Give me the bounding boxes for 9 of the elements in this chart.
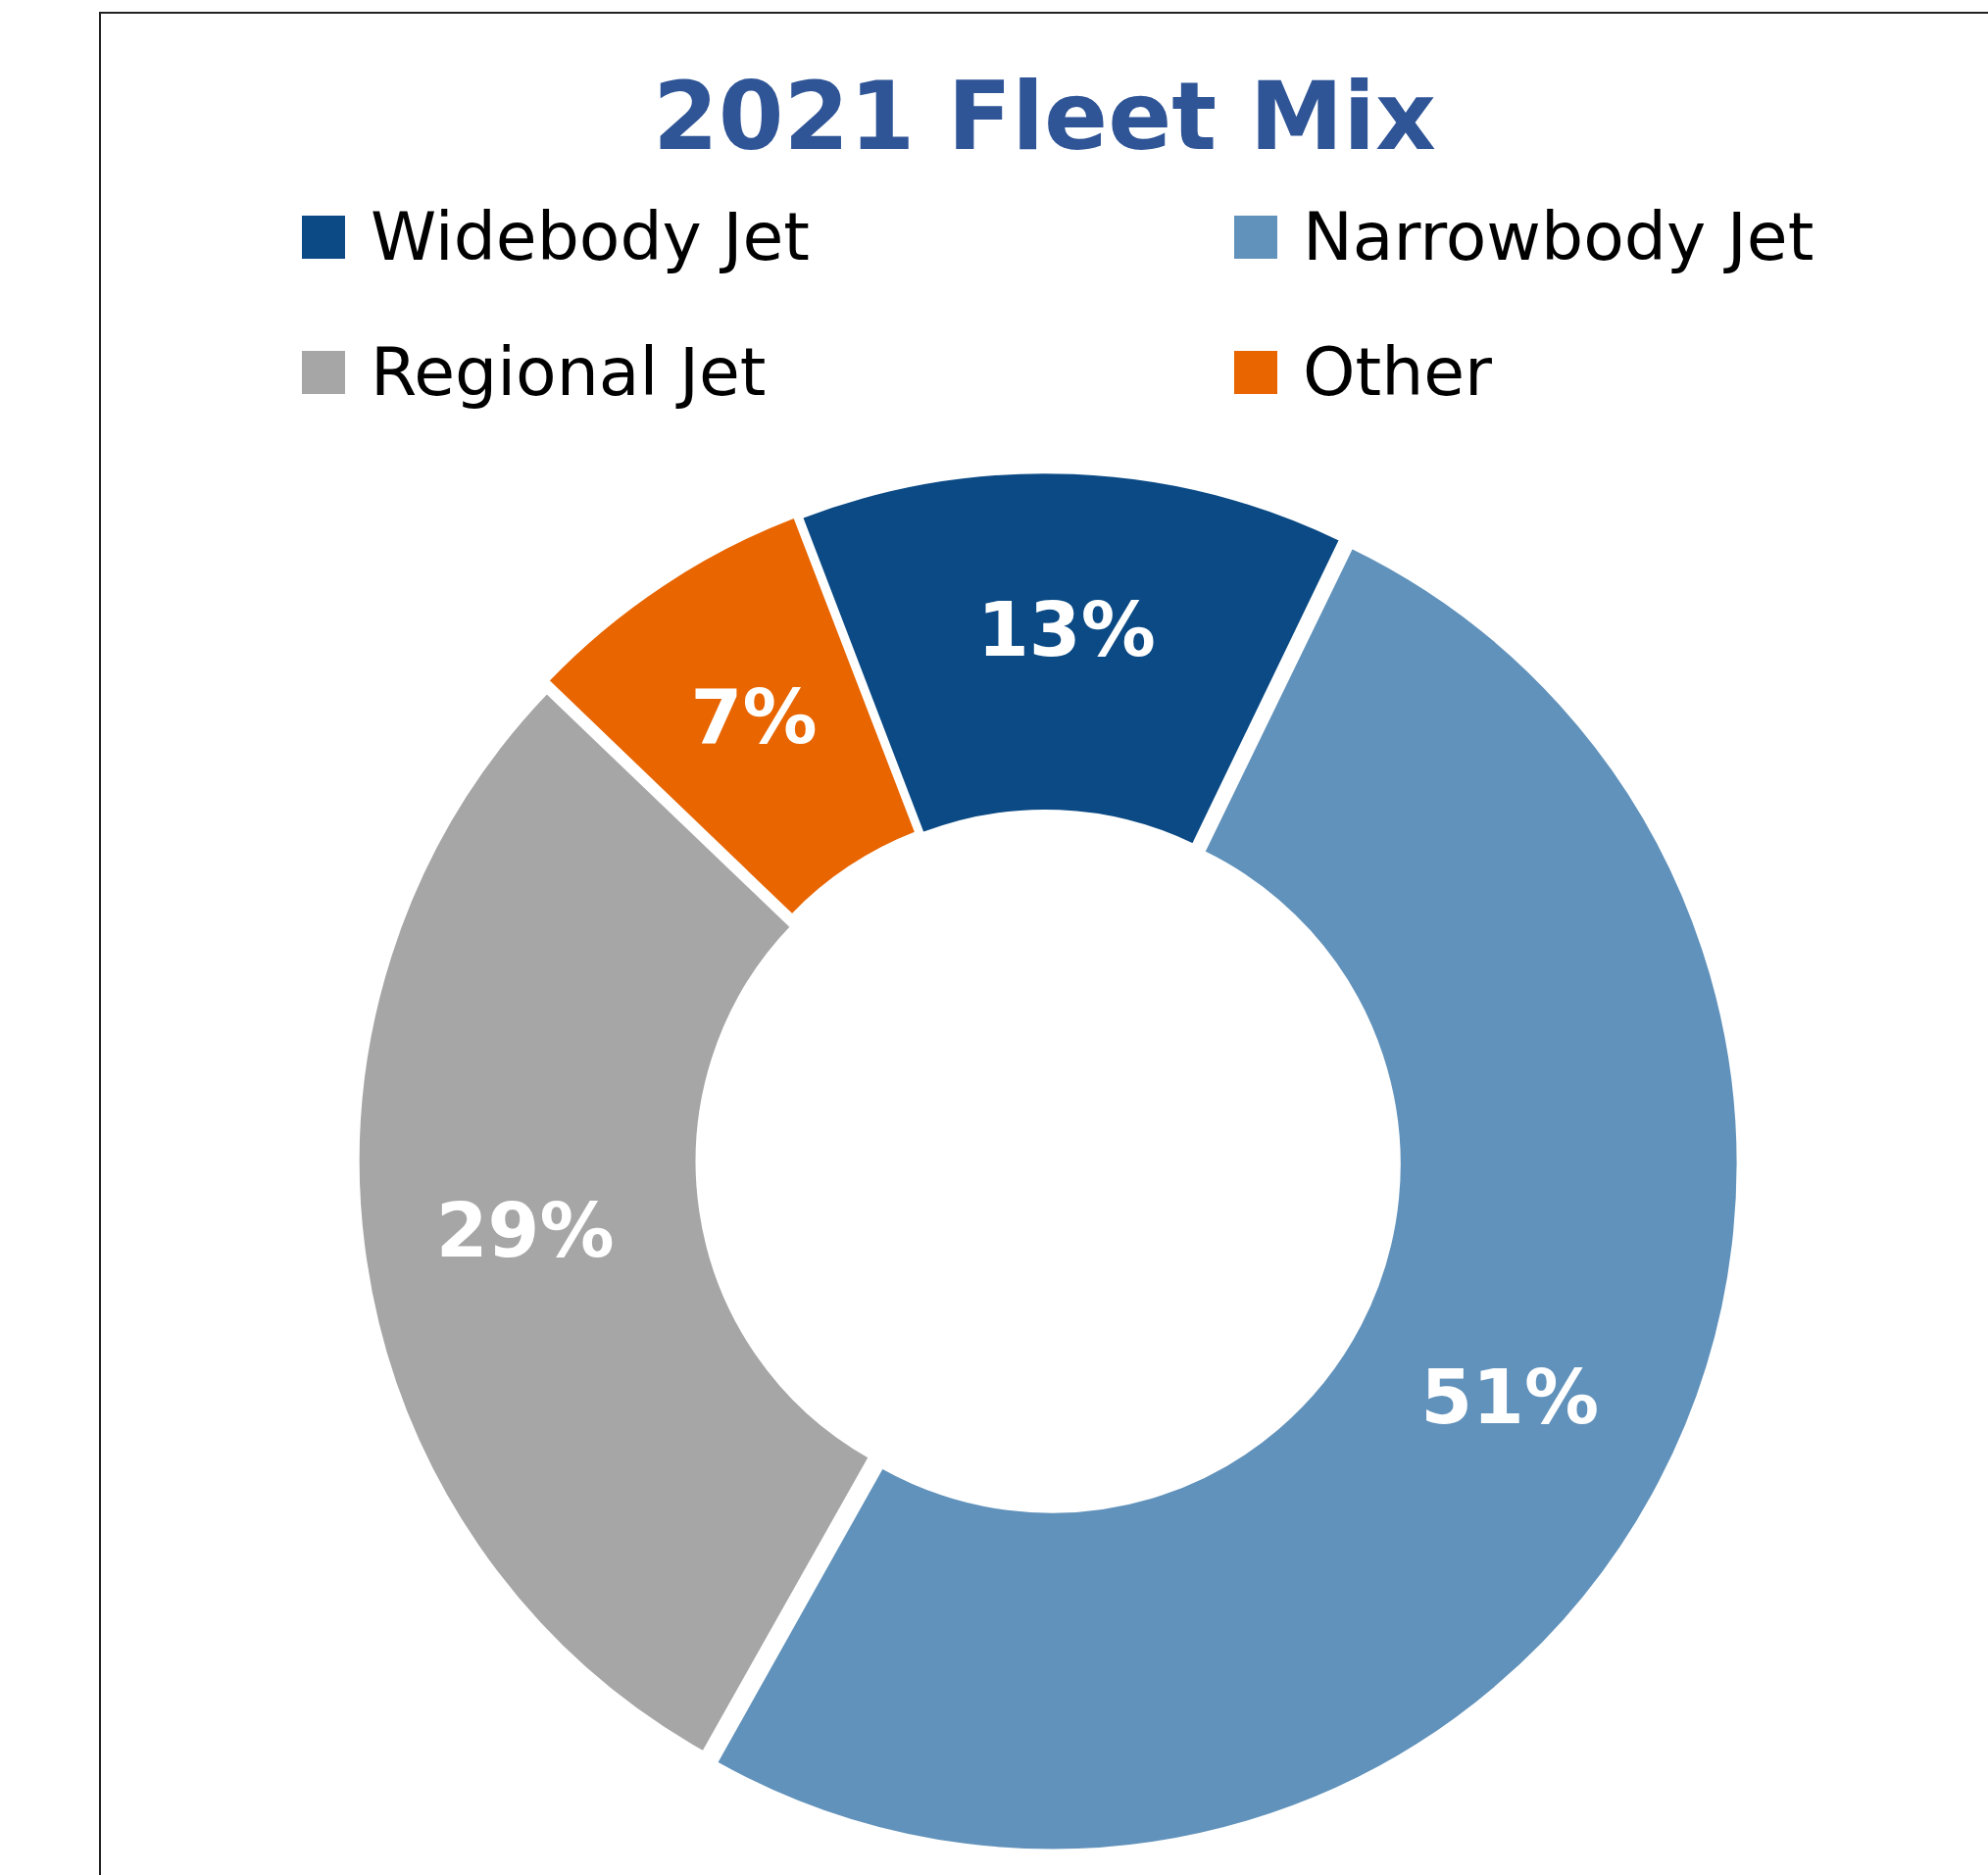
data-label: 51%: [1420, 1353, 1600, 1441]
data-label: 13%: [976, 585, 1156, 673]
legend-label: Regional Jet: [371, 333, 767, 411]
data-label: 29%: [435, 1187, 615, 1274]
legend-label: Narrowbody Jet: [1303, 198, 1814, 275]
data-label: 7%: [690, 672, 818, 761]
chart-title: 2021 Fleet Mix: [652, 62, 1437, 172]
legend-label: Widebody Jet: [371, 198, 810, 275]
legend-label: Other: [1303, 333, 1493, 411]
